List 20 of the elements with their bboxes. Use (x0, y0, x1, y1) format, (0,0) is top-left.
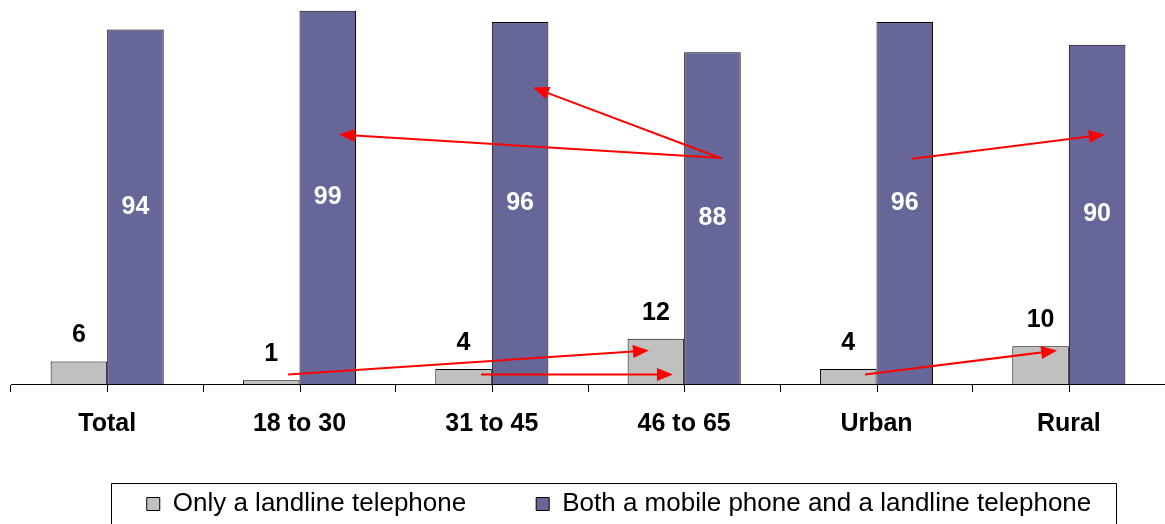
data-label: 1 (264, 338, 279, 367)
data-label: 96 (506, 186, 535, 215)
data-label: 88 (698, 202, 727, 231)
x-tick-label: 18 to 30 (252, 407, 347, 436)
x-tick-label: 31 to 45 (445, 407, 539, 436)
data-label: 12 (641, 296, 670, 325)
x-tick-label: Rural (1036, 407, 1101, 436)
data-label: 10 (1026, 304, 1055, 333)
data-label: 6 (71, 319, 86, 348)
legend-label: Only a landline telephone (172, 487, 467, 518)
data-label: 94 (121, 190, 150, 219)
data-label: 4 (841, 326, 856, 355)
data-label: 90 (1083, 198, 1112, 227)
x-tick-label: Urban (840, 407, 913, 436)
data-label: 99 (313, 181, 342, 210)
legend-label: Both a mobile phone and a landline telephone (562, 487, 1092, 518)
data-label: 4 (456, 326, 471, 355)
x-tick-label: Total (78, 407, 137, 436)
x-tick-label: 46 to 65 (637, 407, 731, 436)
data-label: 96 (890, 186, 919, 215)
